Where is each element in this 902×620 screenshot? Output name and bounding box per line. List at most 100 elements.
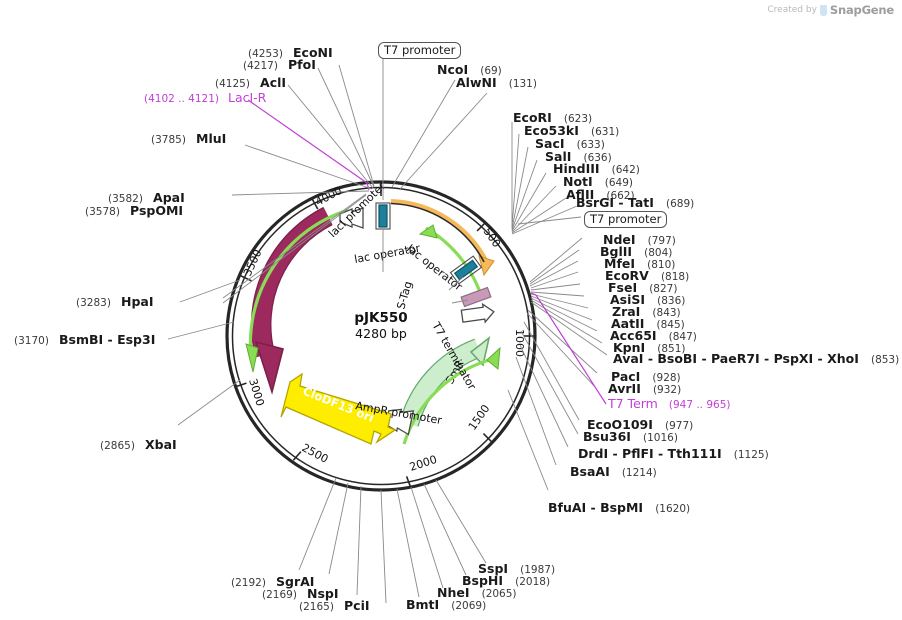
site-enzyme: HindIII xyxy=(553,161,600,176)
site-label-BmtI[interactable]: BmtI (2069) xyxy=(406,596,486,612)
site-enzyme: PspOMI xyxy=(130,203,184,218)
site-label-AvrII[interactable]: AvrII (932) xyxy=(608,380,681,396)
site-label-BsaAI[interactable]: BsaAI (1214) xyxy=(570,463,657,479)
feature-label-lacI: lacI xyxy=(289,276,311,302)
site-label-PspOMI[interactable]: (3578) PspOMI xyxy=(85,202,183,218)
site-label-MfeI[interactable]: MfeI (810) xyxy=(604,255,675,271)
site-enzyme: NspI xyxy=(307,586,339,601)
site-label-BsmBI-Esp3I[interactable]: (3170) BsmBI - Esp3I xyxy=(14,331,155,347)
site-label-NcoI[interactable]: NcoI (69) xyxy=(437,61,502,77)
site-label-BsrGI-TatI[interactable]: BsrGI - TatI (689) xyxy=(576,194,694,210)
feature-label-T7-Term[interactable]: T7 Term (947 .. 965) xyxy=(608,397,731,411)
site-label-SacI[interactable]: SacI (633) xyxy=(535,135,605,151)
site-label-Acc65I[interactable]: Acc65I (847) xyxy=(610,327,697,343)
feature-range: (947 .. 965) xyxy=(668,399,731,411)
site-pos: (2018) xyxy=(515,576,551,588)
svg-text:2500: 2500 xyxy=(300,441,331,466)
plasmid-size: 4280 bp xyxy=(355,326,407,341)
site-pos: (3578) xyxy=(85,206,120,218)
feature-t7-terminator xyxy=(460,302,495,324)
site-label-EcoRI[interactable]: EcoRI (623) xyxy=(513,109,592,125)
feature-label-LacI-R[interactable]: (4102 .. 4121) LacI-R xyxy=(144,90,267,105)
site-label-BfuAI-BspMI[interactable]: BfuAI - BspMI (1620) xyxy=(548,499,690,515)
svg-text:2000: 2000 xyxy=(408,453,439,474)
site-enzyme: BmtI xyxy=(406,597,440,612)
site-label-FseI[interactable]: FseI (827) xyxy=(608,279,677,295)
boxed-label-t7-promoter-right[interactable]: T7 promoter xyxy=(584,211,668,229)
site-label-KpnI[interactable]: KpnI (851) xyxy=(613,339,686,355)
feature-s-tag xyxy=(460,286,492,308)
feature-lacI-promoter xyxy=(339,207,364,229)
site-label-PfoI[interactable]: (4217) PfoI xyxy=(243,56,316,72)
site-pos: (689) xyxy=(666,198,695,210)
site-label-SalI[interactable]: SalI (636) xyxy=(545,148,612,164)
site-enzyme: ApaI xyxy=(153,190,185,205)
site-label-AvaI-BsoBI-PaeR7I-PspXI-XhoI[interactable]: AvaI - BsoBI - PaeR7I - PspXI - XhoI (85… xyxy=(613,350,899,366)
watermark-brand: SnapGene xyxy=(829,3,894,17)
site-pos: (2069) xyxy=(451,600,487,612)
site-enzyme: PciI xyxy=(344,598,370,613)
site-pos: (843) xyxy=(652,307,681,319)
site-label-XbaI[interactable]: (2865) XbaI xyxy=(100,436,177,452)
site-label-EcoRV[interactable]: EcoRV (818) xyxy=(605,267,689,283)
site-label-Bsu36I[interactable]: Bsu36I (1016) xyxy=(583,428,678,444)
site-pos: (2169) xyxy=(262,589,297,601)
leader-lines-right-bottom xyxy=(507,321,580,491)
watermark-prefix: Created by xyxy=(767,5,817,15)
site-label-EcoO109I[interactable]: EcoO109I (977) xyxy=(587,416,693,432)
site-pos: (662) xyxy=(606,190,635,202)
site-label-HindIII[interactable]: HindIII (642) xyxy=(553,160,640,176)
site-enzyme: BsrGI - TatI xyxy=(576,195,654,210)
feature-range: (4102 .. 4121) xyxy=(144,93,219,105)
site-label-ZraI[interactable]: ZraI (843) xyxy=(612,303,681,319)
site-label-MluI[interactable]: (3785) MluI xyxy=(151,130,226,146)
feature-AmpR-promoter xyxy=(385,408,415,436)
site-label-SspI[interactable]: SspI (1987) xyxy=(478,560,555,576)
site-enzyme: BsaAI xyxy=(570,464,610,479)
site-label-NotI[interactable]: NotI (649) xyxy=(563,173,633,189)
site-enzyme: AflII xyxy=(566,187,595,202)
site-enzyme: BfuAI - BspMI xyxy=(548,500,644,515)
site-enzyme: AatII xyxy=(611,316,645,331)
site-label-BspHI[interactable]: BspHI (2018) xyxy=(462,572,550,588)
feature-name: LacI-R xyxy=(227,90,267,105)
site-label-NdeI[interactable]: NdeI (797) xyxy=(603,231,676,247)
site-label-NspI[interactable]: (2169) NspI xyxy=(262,585,339,601)
site-pos: (836) xyxy=(657,295,686,307)
site-enzyme: AclI xyxy=(260,75,287,90)
site-label-DrdI-PflFI-Tth111I[interactable]: DrdI - PflFI - Tth111I (1125) xyxy=(578,445,769,461)
site-enzyme: EcoRI xyxy=(513,110,552,125)
feature-stag-translation xyxy=(418,224,483,296)
site-label-AatII[interactable]: AatII (845) xyxy=(611,315,685,331)
site-pos: (2192) xyxy=(231,577,266,589)
site-label-AclI[interactable]: (4125) AclI xyxy=(215,74,286,90)
site-label-ApaI[interactable]: (3582) ApaI xyxy=(108,189,185,205)
site-label-PacI[interactable]: PacI (928) xyxy=(611,368,681,384)
site-enzyme: AvaI - BsoBI - PaeR7I - PspXI - XhoI xyxy=(613,351,859,366)
site-enzyme: NcoI xyxy=(437,62,469,77)
site-pos: (1214) xyxy=(621,467,657,479)
boxed-label-t7-promoter-top[interactable]: T7 promoter xyxy=(378,42,462,60)
site-enzyme: SacI xyxy=(535,136,565,151)
site-label-Eco53kI[interactable]: Eco53kI (631) xyxy=(524,122,619,138)
site-pos: (69) xyxy=(480,65,502,77)
site-label-PciI[interactable]: (2165) PciI xyxy=(299,597,370,613)
site-enzyme: XbaI xyxy=(145,437,177,452)
site-label-AflII[interactable]: AflII (662) xyxy=(566,186,635,202)
site-label-AsiSI[interactable]: AsiSI (836) xyxy=(610,291,685,307)
ruler-ticks xyxy=(235,182,535,488)
site-label-BglII[interactable]: BglII (804) xyxy=(600,243,672,259)
site-pos: (804) xyxy=(644,247,673,259)
site-label-AlwNI[interactable]: AlwNI (131) xyxy=(456,74,537,90)
site-enzyme: AsiSI xyxy=(610,292,646,307)
site-enzyme: KpnI xyxy=(613,340,646,355)
site-pos: (932) xyxy=(652,384,682,396)
site-pos: (4253) xyxy=(248,48,283,60)
site-label-SgrAI[interactable]: (2192) SgrAI xyxy=(231,573,314,589)
site-label-EcoNI[interactable]: (4253) EcoNI xyxy=(248,44,333,60)
feature-label-s-tag: S-Tag xyxy=(394,280,414,311)
site-pos: (3582) xyxy=(108,193,143,205)
site-label-NheI[interactable]: NheI (2065) xyxy=(437,584,517,600)
site-pos: (636) xyxy=(583,152,612,164)
site-label-HpaI[interactable]: (3283) HpaI xyxy=(76,293,154,309)
